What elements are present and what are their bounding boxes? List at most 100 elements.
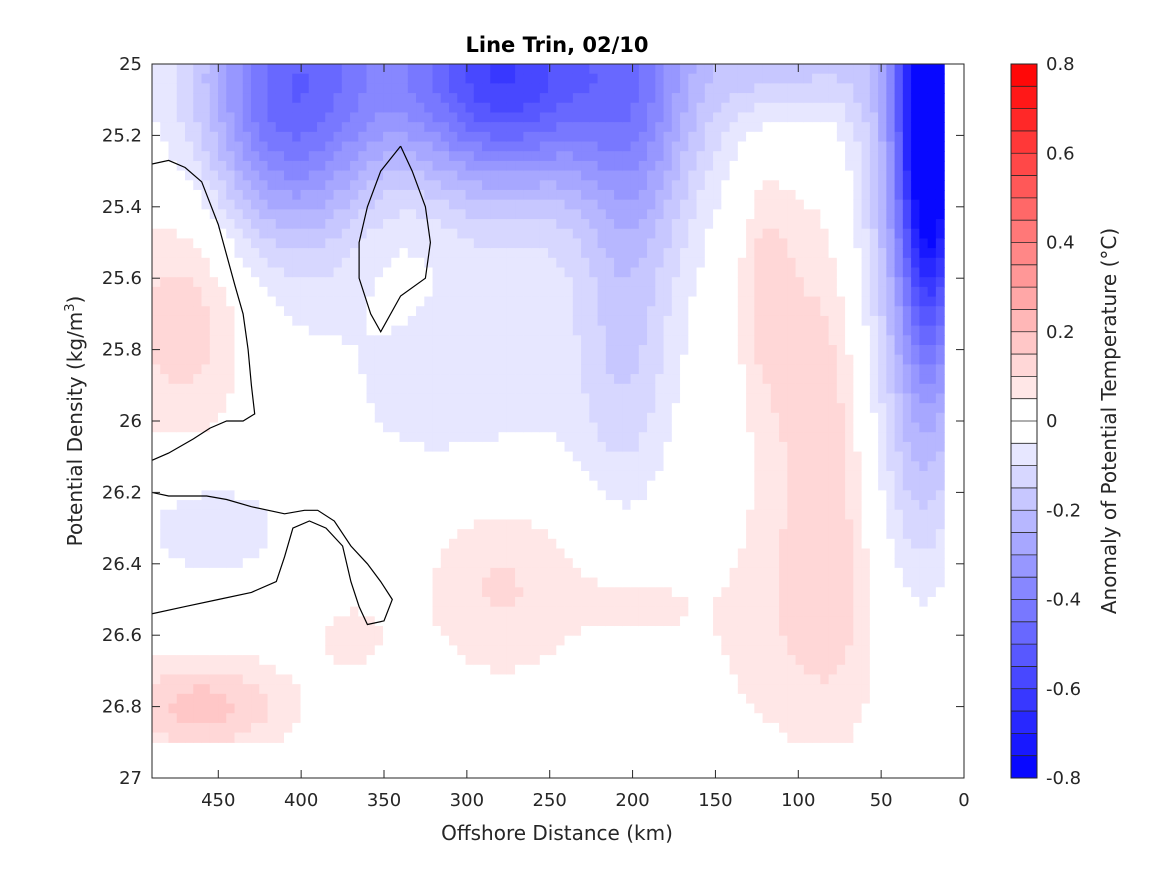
field-cell	[449, 664, 458, 676]
field-cell	[407, 345, 417, 356]
field-cell	[515, 238, 524, 249]
field-cell	[300, 470, 310, 482]
field-cell	[416, 722, 425, 734]
field-cell	[556, 441, 566, 453]
field-cell	[242, 684, 252, 695]
field-cell	[226, 432, 236, 443]
field-cell	[556, 461, 566, 472]
field-cell	[597, 93, 607, 104]
field-cell	[704, 403, 714, 414]
field-cell	[374, 732, 384, 743]
field-cell	[473, 170, 483, 181]
field-cell	[284, 664, 293, 676]
field-cell	[572, 470, 582, 482]
field-cell	[465, 93, 475, 104]
field-cell	[490, 374, 500, 385]
field-cell	[498, 500, 508, 511]
field-cell	[383, 354, 392, 365]
field-cell	[622, 383, 632, 395]
field-cell	[457, 199, 467, 210]
field-cell	[407, 83, 417, 94]
field-cell	[416, 616, 425, 627]
field-cell	[655, 403, 665, 414]
field-cell	[548, 490, 557, 501]
field-cell	[201, 83, 211, 94]
field-cell	[506, 64, 516, 75]
field-cell	[325, 286, 335, 298]
field-cell	[581, 180, 590, 191]
field-cell	[275, 306, 285, 317]
field-cell	[696, 693, 706, 705]
field-cell	[680, 180, 689, 191]
field-cell	[548, 403, 557, 414]
field-cell	[317, 674, 326, 685]
field-cell	[267, 306, 277, 317]
field-cell	[473, 267, 483, 278]
field-cell	[267, 596, 277, 608]
field-cell	[358, 209, 368, 220]
field-cell	[218, 374, 227, 385]
field-cell	[457, 461, 467, 472]
field-cell	[218, 83, 227, 94]
field-cell	[556, 529, 566, 540]
field-cell	[671, 73, 681, 84]
field-cell	[605, 306, 615, 317]
field-cell	[284, 228, 293, 240]
field-cell	[671, 296, 681, 307]
field-cell	[490, 606, 500, 617]
field-cell	[713, 548, 722, 559]
field-cell	[647, 335, 656, 346]
field-cell	[581, 509, 590, 521]
field-cell	[523, 732, 533, 743]
field-cell	[432, 151, 442, 162]
field-cell	[218, 122, 227, 133]
field-cell	[531, 422, 541, 433]
field-cell	[680, 509, 689, 521]
field-cell	[407, 383, 417, 395]
field-cell	[498, 325, 508, 336]
field-cell	[663, 73, 673, 84]
field-cell	[630, 345, 640, 356]
field-cell	[391, 257, 401, 269]
field-cell	[680, 577, 689, 588]
field-cell	[614, 122, 623, 133]
field-cell	[721, 209, 731, 220]
field-cell	[589, 257, 599, 269]
field-cell	[407, 277, 417, 288]
field-cell	[680, 432, 689, 443]
field-cell	[308, 315, 318, 327]
field-cell	[457, 529, 467, 540]
field-cell	[185, 606, 194, 617]
field-cell	[531, 403, 541, 414]
field-cell	[515, 189, 524, 201]
field-cell	[671, 519, 681, 530]
field-cell	[152, 684, 161, 695]
field-cell	[671, 538, 681, 550]
field-cell	[432, 567, 442, 579]
field-cell	[531, 587, 541, 598]
field-cell	[737, 112, 747, 123]
field-cell	[201, 432, 211, 443]
field-cell	[515, 432, 524, 443]
field-cell	[407, 490, 417, 501]
field-cell	[490, 170, 500, 181]
field-cell	[498, 354, 508, 365]
field-cell	[506, 519, 516, 530]
field-cell	[548, 500, 557, 511]
field-cell	[605, 267, 615, 278]
field-cell	[498, 587, 508, 598]
field-cell	[160, 354, 170, 365]
field-cell	[614, 645, 623, 656]
field-cell	[704, 616, 714, 627]
field-cell	[284, 296, 293, 307]
field-cell	[589, 664, 599, 676]
field-cell	[366, 451, 376, 462]
field-cell	[374, 315, 384, 327]
field-cell	[605, 141, 615, 152]
field-cell	[688, 306, 698, 317]
field-cell	[226, 267, 236, 278]
field-cell	[374, 151, 384, 162]
field-cell	[490, 354, 500, 365]
field-cell	[176, 655, 186, 666]
field-cell	[647, 64, 656, 75]
